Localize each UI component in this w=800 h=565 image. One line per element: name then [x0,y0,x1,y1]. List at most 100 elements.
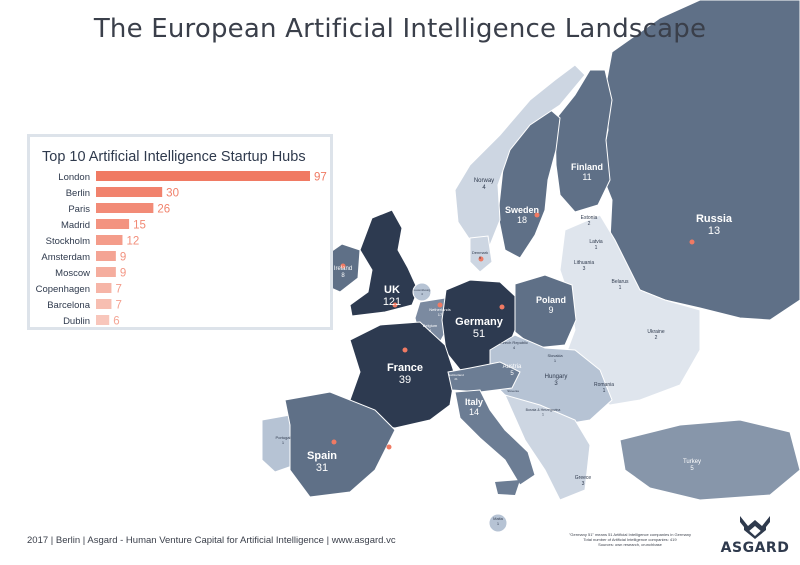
chart-title: Top 10 Artificial Intelligence Startup H… [42,149,306,165]
country-label: Spain [307,450,337,462]
bar-label: Madrid [61,220,90,231]
country-label: Ireland [334,266,352,272]
country-value: 2 [655,335,658,341]
country-label: Ukraine [647,329,664,335]
hub-marker-icon [534,212,540,218]
country-value: 1 [554,358,557,363]
country-value: 21 [454,377,458,381]
country-label: Luxembourg [414,288,431,292]
asgard-logo-icon [740,516,770,539]
country-label: Czech Republic [500,340,528,345]
country-value: 18 [517,215,527,225]
bar-value: 97 [314,172,327,184]
country-label: Switzerland [448,373,464,377]
region-luxembourg [412,282,432,302]
bar-value: 9 [120,252,126,264]
country-value: 17 [438,312,443,317]
bar [96,219,130,229]
country-value: 1 [282,440,285,445]
region-france [349,321,456,429]
country-label: Italy [465,397,483,407]
country-value: 121 [383,296,401,308]
country-value: 5 [690,466,694,472]
hub-marker-icon [689,239,695,245]
country-value: 4 [513,345,516,350]
country-label: Romania [594,382,614,388]
country-label: Norway [474,178,494,184]
hub-marker-icon [340,263,346,269]
footnote-line: "Germany 51" means 51 Artificial Intelli… [568,532,691,537]
hub-marker-icon [402,347,408,353]
region-uk [349,209,419,317]
country-label: Estonia [581,215,598,221]
region-spain [284,391,396,498]
bar [96,171,310,181]
brand-name: ASGARD [720,540,790,556]
bar [96,267,116,277]
bar-label: Stockholm [46,236,90,247]
country-label: Finland [571,162,603,172]
country-value: 2 [588,221,591,227]
country-label: UK [384,284,400,296]
country-value: 39 [399,374,411,386]
bar-label: Amsterdam [41,252,90,263]
bar-value: 15 [133,220,146,232]
bar-value: 26 [157,204,170,216]
region-balkans [504,394,591,501]
country-value: 4 [421,292,423,296]
bar-value: 7 [115,300,121,312]
country-label: Austria [503,364,522,370]
country-value: 1 [603,388,606,394]
hub-marker-icon [392,302,398,308]
country-value: 3 [554,381,558,387]
hub-marker-icon [478,256,484,262]
brand-logo[interactable]: ASGARD [718,512,792,558]
country-label: Belarus [612,279,629,285]
country-value: 9 [479,255,482,260]
country-label: Slovakia [547,353,563,358]
country-value: 5 [510,371,514,377]
bar-label: Barcelona [47,300,90,311]
country-value: 9 [548,305,553,315]
country-label: Hungary [545,374,568,380]
country-value: 13 [708,225,720,237]
country-label: Latvia [589,239,603,245]
country-label: Lithuania [574,260,595,266]
hub-marker-icon [331,439,337,445]
region-malta [488,513,508,533]
bar-label: Moscow [55,268,90,279]
country-label: Belgium [423,323,438,328]
bar-label: Copenhagen [36,284,90,295]
bar-label: Paris [68,204,90,215]
bar-value: 30 [166,188,179,200]
hubs-bar-chart-svg: Top 10 Artificial Intelligence Startup H… [36,149,327,327]
bar-label: Berlin [66,188,90,199]
bar-label: London [58,172,90,183]
country-value: 1 [542,413,544,417]
footnote-line: Total number of Artificial Intelligence … [583,537,677,542]
startup-hubs-chart: Top 10 Artificial Intelligence Startup H… [27,134,333,330]
country-value: 31 [316,462,328,474]
country-value: 11 [582,172,591,182]
bar [96,203,154,213]
country-value: 3 [582,481,585,487]
bar [96,283,112,293]
hub-marker-icon [499,304,505,310]
hub-marker-icon [386,444,392,450]
region-finland [554,69,613,213]
country-value: 4 [429,328,432,333]
country-value: 3 [583,266,586,272]
country-label: Netherlands [429,307,451,312]
country-label: Russia [696,213,733,225]
bar-value: 12 [126,236,139,248]
country-label: Denmark [472,250,488,255]
bar [96,187,163,197]
hub-marker-icon [437,302,443,308]
region-alps [447,361,521,393]
country-label: Portugal [276,435,291,440]
footnote-line: Sources: own research, crunchbase [598,542,662,547]
country-value: 4 [482,185,486,191]
bar-value: 7 [115,284,121,296]
country-label: Sweden [505,205,539,215]
